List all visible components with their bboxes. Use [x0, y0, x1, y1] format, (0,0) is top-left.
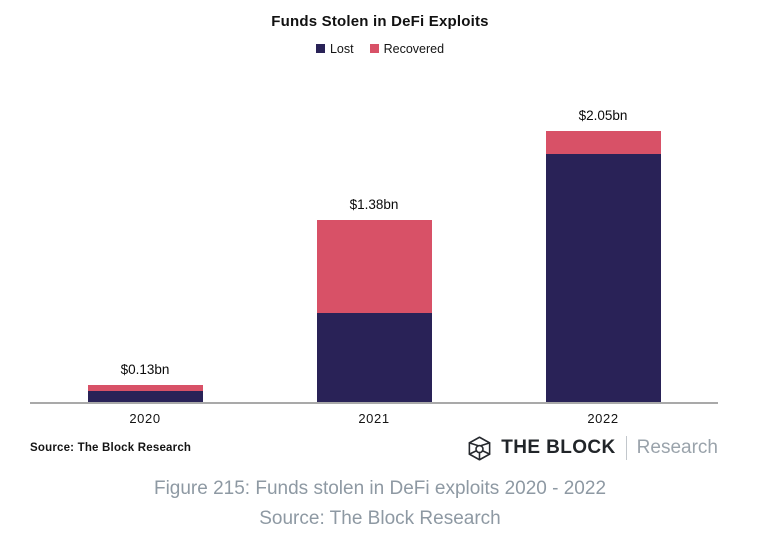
legend-item-recovered: Recovered: [369, 41, 445, 56]
bar-segment-recovered-2021: [316, 219, 432, 314]
bar-total-label-2021: $1.38bn: [349, 196, 399, 212]
x-tick-label-2021: 2021: [358, 411, 390, 426]
logo-divider: [625, 436, 627, 460]
x-tick-label-2022: 2022: [587, 411, 619, 426]
bar-stack-2020: [87, 384, 203, 402]
chart-title: Funds Stolen in DeFi Exploits: [271, 13, 489, 30]
legend-label-recovered: Recovered: [383, 41, 445, 56]
bar-stack-2022: [545, 131, 661, 402]
bar-segment-lost-2021: [316, 313, 432, 402]
chart-legend: Lost Recovered: [0, 41, 760, 56]
x-tick-label-2020: 2020: [129, 411, 161, 426]
bar-total-label-2022: $2.05bn: [578, 108, 628, 123]
bar-segment-recovered-2020: [87, 384, 203, 392]
bar-total-label-2020: $0.13bn: [120, 361, 170, 377]
x-axis-line: [30, 402, 718, 404]
chart-footer: Source: The Block Research THE BLOCK Res…: [0, 430, 760, 466]
block-cube-icon: [468, 435, 491, 461]
figure-caption: Figure 215: Funds stolen in DeFi exploit…: [0, 474, 760, 534]
bar-segment-recovered-2022: [545, 131, 661, 154]
lost-color-swatch: [315, 44, 325, 53]
source-text: Source: The Block Research: [30, 442, 192, 454]
logo-brand-text: THE BLOCK: [501, 437, 616, 458]
recovered-color-swatch: [369, 44, 379, 53]
bar-segment-lost-2020: [87, 391, 203, 402]
the-block-logo: THE BLOCK Research: [466, 435, 718, 462]
caption-line-2: Source: The Block Research: [259, 508, 501, 529]
legend-item-lost: Lost: [315, 41, 354, 56]
bar-stack-2021: [316, 219, 432, 402]
plot-area: $0.13bn 2020 $1.38bn 2021 $2.05bn 2022: [0, 56, 760, 426]
bar-segment-lost-2022: [545, 153, 661, 402]
logo-suffix-text: Research: [636, 437, 718, 458]
legend-label-lost: Lost: [329, 41, 354, 56]
caption-line-1: Figure 215: Funds stolen in DeFi exploit…: [153, 478, 607, 499]
